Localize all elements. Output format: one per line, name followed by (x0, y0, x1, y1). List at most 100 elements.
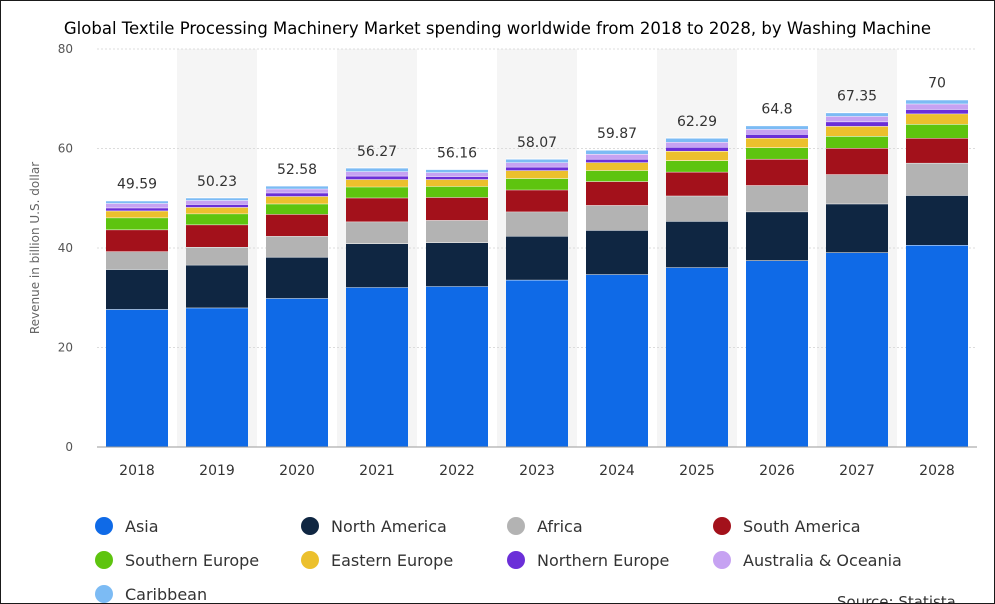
bar-segment (826, 136, 888, 149)
bar-total-label: 70 (928, 76, 946, 92)
bar-segment (506, 170, 568, 179)
bar-segment (666, 160, 728, 172)
legend-label: Africa (537, 516, 583, 536)
bar-segment (346, 186, 408, 198)
bar-segment (586, 274, 648, 447)
bar-segment (746, 260, 808, 447)
source-credit: Source: Statista (837, 593, 956, 604)
bar-total-label: 59.87 (597, 126, 637, 142)
stacked-bar-chart: 0 20 40 60 80 Revenue in billion U.S. dollar 4… (28, 42, 977, 479)
legend-item[interactable]: Eastern Europe (301, 547, 453, 573)
bar-segment (186, 247, 248, 265)
bar-segment (746, 125, 808, 130)
bar-segment (106, 229, 168, 252)
bar-segment (826, 252, 888, 447)
bar-segment (346, 179, 408, 187)
bar-segment (346, 287, 408, 447)
legend-item[interactable]: Caribbean (95, 581, 208, 604)
bar-segment (666, 171, 728, 196)
bar-segment (826, 203, 888, 253)
bar-segment (906, 124, 968, 139)
y-axis-title: Revenue in billion U.S. dollar (28, 162, 42, 334)
bar-segment (746, 147, 808, 159)
bar-segment (506, 166, 568, 171)
bar-segment (186, 197, 248, 201)
bar-segment (186, 204, 248, 208)
legend-label: Southern Europe (125, 550, 260, 570)
bar-segment (746, 129, 808, 135)
bar-segment (666, 138, 728, 143)
bar-segment (346, 243, 408, 288)
bar-segment (266, 196, 328, 204)
bar-segment (426, 286, 488, 447)
bar-segment (906, 162, 968, 196)
bar-segment (186, 264, 248, 308)
bar-segment (506, 236, 568, 280)
bar-segment (586, 153, 648, 159)
x-tick-label: 2026 (759, 463, 795, 479)
bar-segment (106, 217, 168, 230)
bar-segment (506, 158, 568, 163)
bar-segment (666, 267, 728, 447)
legend-label: South America (743, 516, 861, 536)
bar-segment (426, 172, 488, 177)
bar-segment (746, 138, 808, 148)
bar-segment (666, 142, 728, 148)
legend-item[interactable]: Asia (95, 513, 159, 539)
bar-segment (666, 147, 728, 151)
bar-segment (666, 195, 728, 222)
x-tick-label: 2020 (279, 463, 315, 479)
bar-segment (506, 279, 568, 447)
x-tick-label: 2023 (519, 463, 555, 479)
bar-segment (826, 174, 888, 204)
legend-swatch (95, 585, 113, 603)
legend-swatch (95, 551, 113, 569)
bar-total-label: 56.16 (437, 145, 477, 161)
bar-segment (746, 185, 808, 212)
bar-segment (586, 181, 648, 206)
bar-segment (426, 179, 488, 187)
legend-swatch (95, 517, 113, 535)
legend-swatch (301, 551, 319, 569)
x-tick-label: 2022 (439, 463, 475, 479)
legend-item[interactable]: Australia & Oceania (713, 547, 902, 573)
bar-segment (906, 245, 968, 447)
bar-segment (266, 192, 328, 197)
legend-item[interactable]: Northern Europe (507, 547, 669, 573)
bar-segment (506, 162, 568, 167)
bar-segment (186, 224, 248, 248)
bar-segment (586, 162, 648, 171)
bar-segment (826, 121, 888, 127)
legend-item[interactable]: North America (301, 513, 447, 539)
legend-label: Caribbean (125, 584, 208, 604)
bar-segment (426, 176, 488, 180)
bar-segment (426, 186, 488, 198)
bar-segment (266, 214, 328, 237)
x-tick-label: 2021 (359, 463, 395, 479)
legend-swatch (301, 517, 319, 535)
legend-item[interactable]: Africa (507, 513, 583, 539)
legend-swatch (507, 551, 525, 569)
x-tick-label: 2019 (199, 463, 235, 479)
legend-item[interactable]: Southern Europe (95, 547, 259, 573)
bar-total-label: 67.35 (837, 89, 877, 105)
bar-segment (906, 99, 968, 104)
bar-segment (586, 170, 648, 182)
bar-segment (266, 298, 328, 447)
bar-segment (186, 200, 248, 205)
bar-segment (506, 178, 568, 190)
chart-title: Global Textile Processing Machinery Mark… (63, 19, 932, 38)
bar-segment (746, 158, 808, 186)
bar-segment (266, 203, 328, 215)
x-tick-label: 2025 (679, 463, 715, 479)
legend-item[interactable]: South America (713, 513, 861, 539)
bar-total-label: 50.23 (197, 174, 237, 190)
legend-label: Eastern Europe (331, 550, 454, 570)
chart-legend: Asia North America Africa South America Sout… (95, 513, 975, 604)
bar-segment (426, 220, 488, 243)
bar-segment (426, 242, 488, 287)
bar-total-label: 52.58 (277, 162, 317, 178)
bar-segment (346, 171, 408, 176)
bar-segment (426, 169, 488, 173)
